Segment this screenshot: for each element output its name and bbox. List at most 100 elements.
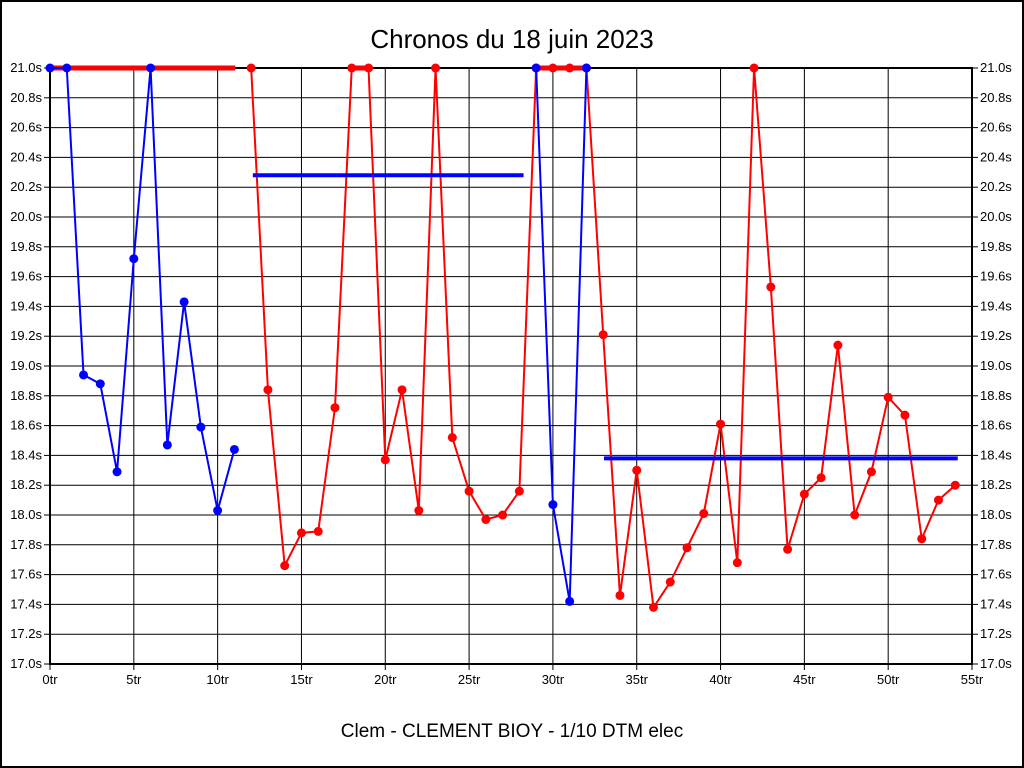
y-tick-label-left: 18.4s — [10, 447, 42, 462]
run-red-data-point — [883, 392, 893, 402]
y-tick-label-left: 21.0s — [10, 60, 42, 75]
y-tick-label-left: 19.0s — [10, 358, 42, 373]
y-tick-label-left: 18.2s — [10, 477, 42, 492]
y-tick-label-right: 17.6s — [980, 567, 1012, 582]
run-blue-data-point — [146, 63, 156, 73]
run-red-data-point — [783, 544, 793, 554]
run-red-data-point — [263, 385, 273, 395]
y-tick-label-left: 20.8s — [10, 90, 42, 105]
run-red-data-point — [447, 433, 457, 443]
run-red-data-point — [632, 465, 642, 475]
run-blue-data-point — [213, 506, 223, 516]
x-tick-label: 15tr — [290, 672, 313, 687]
run-blue-line — [50, 67, 236, 511]
y-tick-label-right: 20.4s — [980, 149, 1012, 164]
run-red-data-point — [414, 506, 424, 516]
run-blue-data-point — [95, 379, 105, 389]
y-tick-label-right: 17.4s — [980, 596, 1012, 611]
run-red-data-point — [380, 455, 390, 465]
y-tick-label-right: 19.8s — [980, 239, 1012, 254]
y-tick-label-left: 17.8s — [10, 537, 42, 552]
y-tick-label-left: 20.4s — [10, 149, 42, 164]
y-tick-label-left: 17.4s — [10, 596, 42, 611]
x-tick-label: 10tr — [206, 672, 229, 687]
run-red-data-point — [548, 63, 558, 73]
x-tick-label: 45tr — [793, 672, 816, 687]
run-blue-data-point — [112, 467, 122, 477]
run-red-data-point — [917, 534, 927, 544]
y-tick-label-left: 20.0s — [10, 209, 42, 224]
y-tick-label-left: 18.8s — [10, 388, 42, 403]
run-blue-data-point — [196, 422, 206, 432]
y-tick-label-left: 19.6s — [10, 269, 42, 284]
run-blue-data-point — [45, 63, 55, 73]
x-tick-label: 20tr — [374, 672, 397, 687]
y-tick-label-left: 18.0s — [10, 507, 42, 522]
run-blue-data-point — [79, 370, 89, 380]
y-tick-label-left: 19.2s — [10, 328, 42, 343]
y-tick-label-right: 17.2s — [980, 626, 1012, 641]
y-tick-label-right: 20.0s — [980, 209, 1012, 224]
run-red-data-point — [514, 486, 524, 496]
run-blue-data-point — [129, 254, 139, 264]
run-blue-data-point — [548, 500, 558, 510]
run-red-data-point — [799, 489, 809, 499]
run-red-data-point — [313, 526, 323, 536]
x-tick-label: 35tr — [626, 672, 649, 687]
y-tick-label-right: 17.0s — [980, 656, 1012, 671]
run-blue-data-point — [565, 596, 575, 606]
run-red-data-point — [296, 528, 306, 538]
y-tick-label-right: 21.0s — [980, 60, 1012, 75]
run-blue-data-point — [179, 297, 189, 307]
x-tick-label: 0tr — [42, 672, 58, 687]
run-red-data-point — [933, 495, 943, 505]
chart-footer: Clem - CLEMENT BIOY - 1/10 DTM elec — [340, 721, 684, 742]
run-blue-line — [535, 67, 588, 602]
run-red-data-point — [464, 486, 474, 496]
run-red-data-point — [732, 558, 742, 568]
y-tick-label-right: 18.0s — [980, 507, 1012, 522]
run-red-data-point — [816, 473, 826, 483]
y-tick-label-right: 19.4s — [980, 298, 1012, 313]
x-tick-label: 5tr — [126, 672, 142, 687]
y-tick-label-right: 20.6s — [980, 120, 1012, 135]
run-red-data-point — [749, 63, 759, 73]
y-tick-label-right: 20.2s — [980, 179, 1012, 194]
y-tick-label-right: 18.6s — [980, 418, 1012, 433]
run-red-data-point — [246, 63, 256, 73]
y-tick-label-left: 17.0s — [10, 656, 42, 671]
run-red-data-point — [699, 509, 709, 519]
run-red-data-point — [766, 282, 776, 292]
run-red-data-point — [431, 63, 441, 73]
y-tick-label-right: 18.2s — [980, 477, 1012, 492]
run-red-data-point — [900, 410, 910, 420]
run-blue-data-point — [581, 63, 591, 73]
run-red-data-point — [347, 63, 357, 73]
run-blue-data-point — [62, 63, 72, 73]
run-blue-data-point — [229, 444, 239, 454]
run-red-data-point — [598, 330, 608, 340]
run-red-data-point — [866, 467, 876, 477]
run-red-data-point — [364, 63, 374, 73]
y-tick-label-right: 17.8s — [980, 537, 1012, 552]
x-tick-label: 25tr — [458, 672, 481, 687]
run-red-data-point — [615, 590, 625, 600]
run-red-data-point — [498, 510, 508, 520]
run-red-data-point — [833, 340, 843, 350]
run-red-data-point — [280, 561, 290, 571]
y-tick-label-left: 18.6s — [10, 418, 42, 433]
x-tick-label: 55tr — [961, 672, 984, 687]
run-red-data-point — [481, 514, 491, 524]
y-tick-label-left: 20.2s — [10, 179, 42, 194]
run-red-data-point — [330, 403, 340, 413]
y-tick-label-left: 19.4s — [10, 298, 42, 313]
y-tick-label-right: 20.8s — [980, 90, 1012, 105]
y-tick-label-left: 17.6s — [10, 567, 42, 582]
run-red-data-point — [950, 480, 960, 490]
run-red-data-point — [648, 602, 658, 612]
y-tick-label-right: 18.8s — [980, 388, 1012, 403]
y-tick-label-right: 18.4s — [980, 447, 1012, 462]
y-tick-label-right: 19.2s — [980, 328, 1012, 343]
